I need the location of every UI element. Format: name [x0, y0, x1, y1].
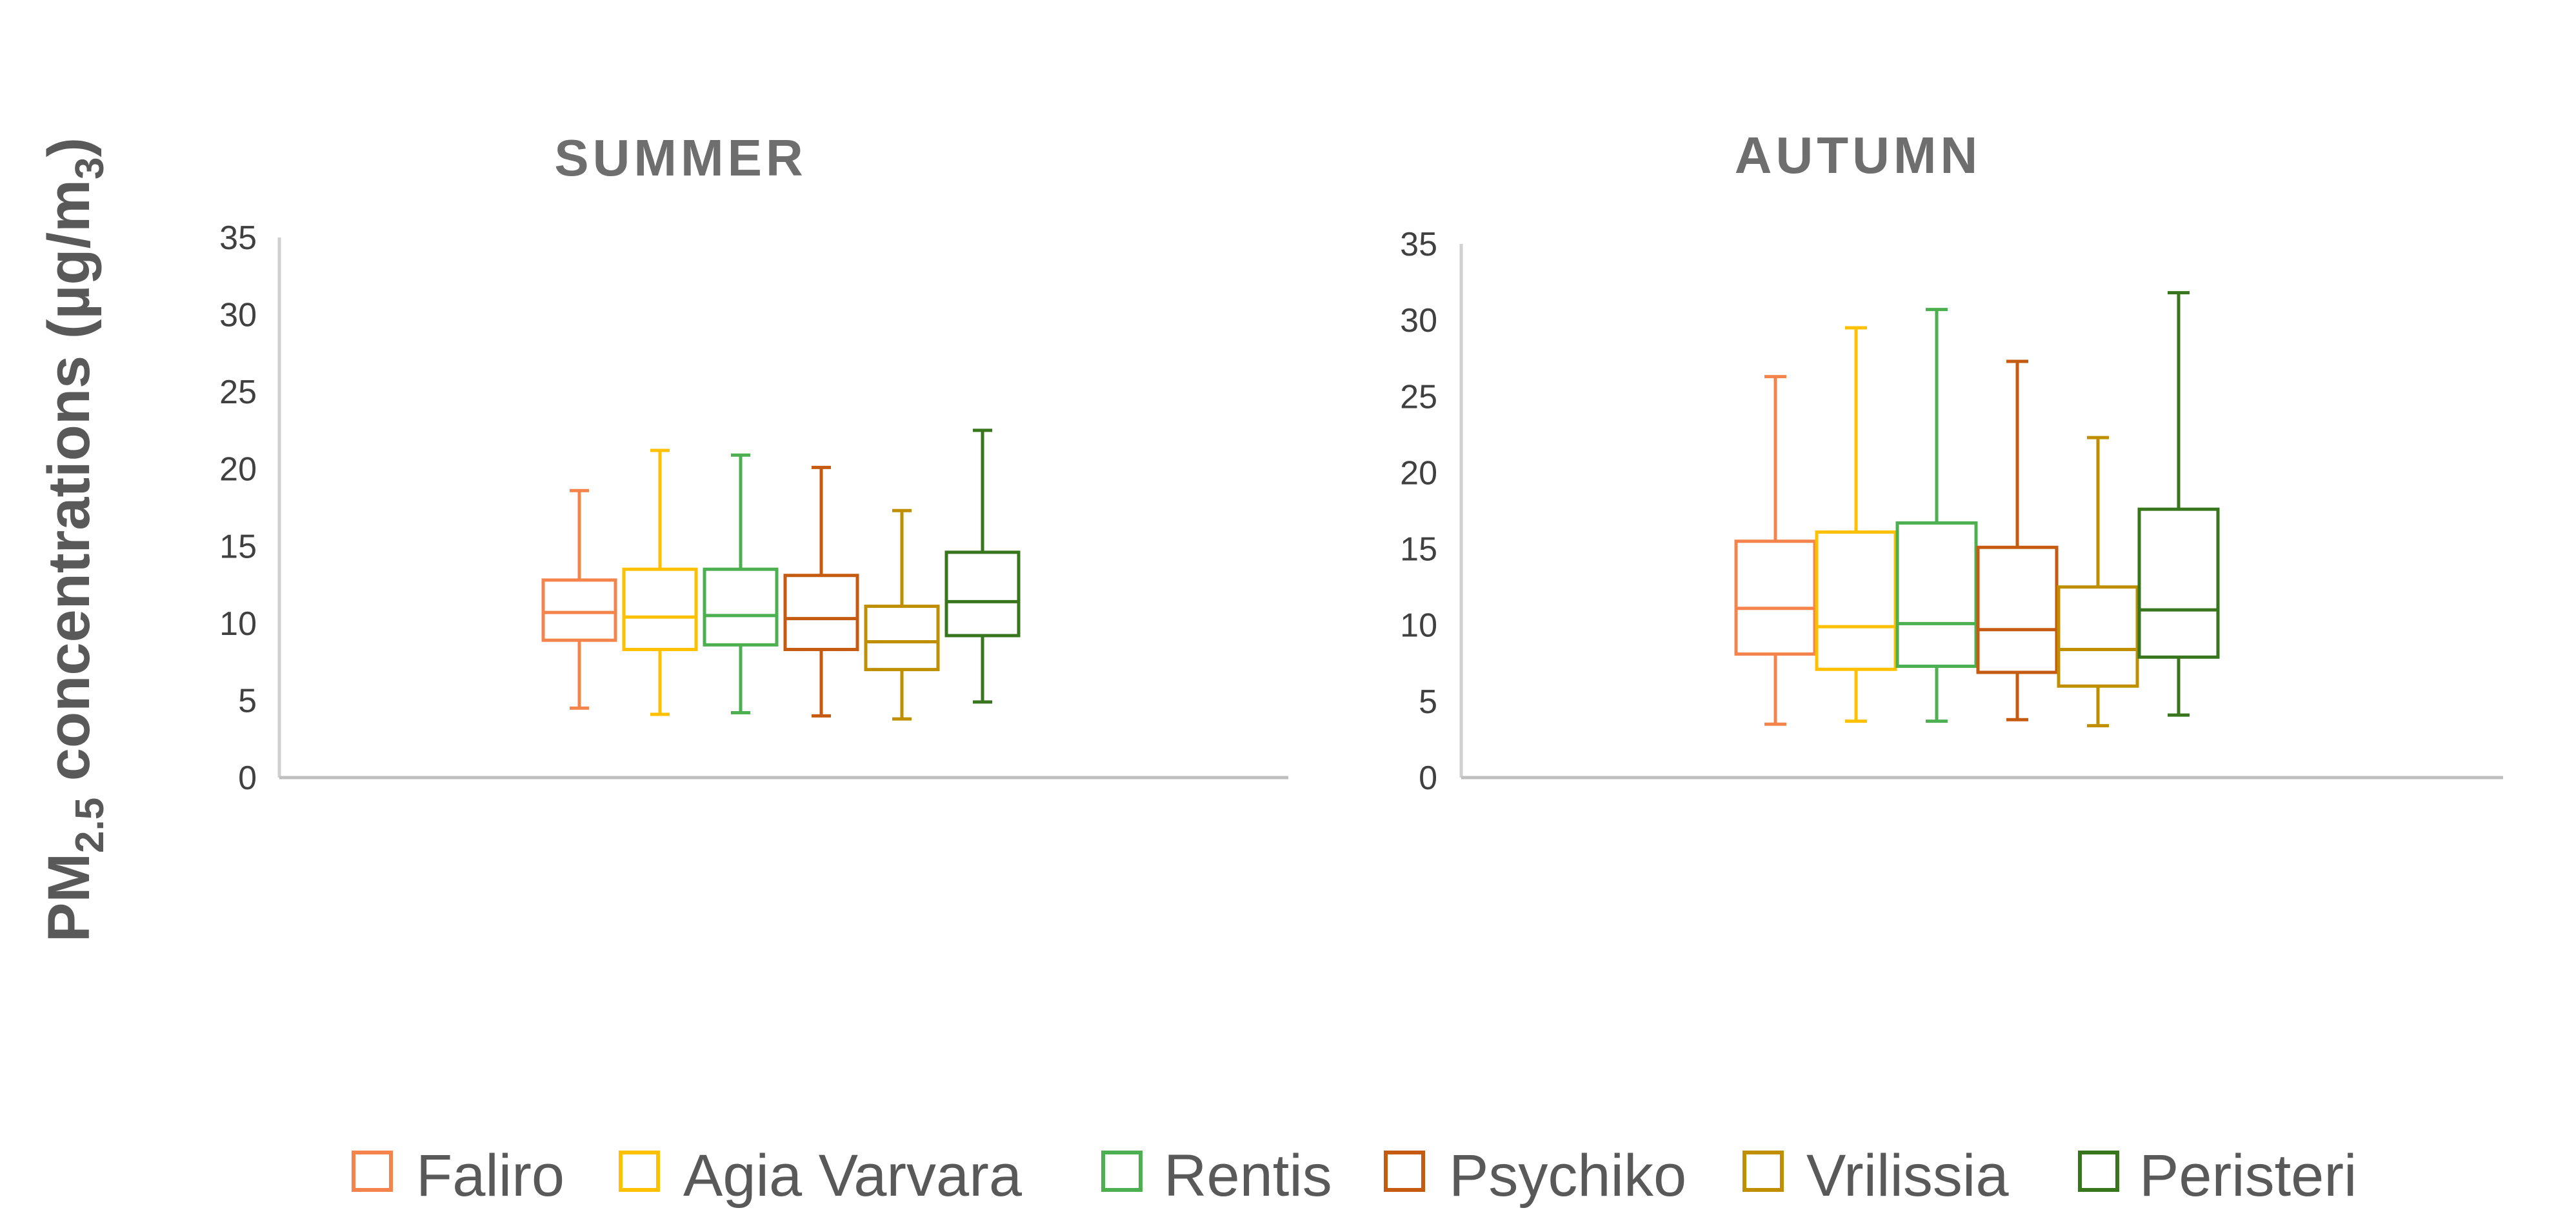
y-tick-label-summer: 10 — [219, 605, 257, 643]
y-tick-label-autumn: 35 — [1400, 226, 1437, 263]
boxes-autumn — [1734, 291, 2220, 728]
y-tick-label-summer: 25 — [219, 374, 257, 411]
box-vrilissia-summer — [864, 508, 940, 721]
y-tick-label-autumn: 5 — [1419, 683, 1437, 721]
y-tick-label-summer: 35 — [219, 219, 257, 257]
panel-title-summer: SUMMER — [554, 129, 807, 186]
box-agia-varvara-autumn — [1815, 326, 1897, 723]
panel-autumn: AUTUMN 0 5 10 15 20 25 30 35 — [1400, 126, 2503, 797]
legend-label-faliro: Faliro — [416, 1143, 564, 1209]
box-iqr — [1815, 530, 1897, 671]
legend-item-psychiko: Psychiko — [1384, 1143, 1686, 1209]
box-peristeri-summer — [944, 428, 1021, 704]
y-axis-title-middle: concentrations (µg/m — [36, 179, 102, 798]
y-axis-title-prefix: PM — [36, 853, 102, 942]
boxes-summer — [541, 428, 1021, 721]
legend-label-peristeri: Peristeri — [2139, 1143, 2357, 1209]
y-tick-label-autumn: 25 — [1400, 378, 1437, 416]
y-ticks-summer: 0 5 10 15 20 25 30 35 — [219, 219, 257, 797]
legend-item-rentis: Rentis — [1101, 1143, 1332, 1209]
box-vrilissia-autumn — [2057, 436, 2139, 728]
y-tick-label-autumn: 30 — [1400, 302, 1437, 339]
box-iqr — [944, 550, 1021, 638]
legend-label-rentis: Rentis — [1164, 1143, 1332, 1209]
y-axis-title-suffix: ) — [36, 137, 102, 157]
box-peristeri-autumn — [2137, 291, 2220, 717]
box-agia-varvara-summer — [622, 448, 698, 716]
legend-item-agia-varvara: Agia Varvara — [619, 1143, 1023, 1209]
legend-swatch-peristeri — [2078, 1151, 2119, 1192]
box-iqr — [1976, 545, 2059, 674]
box-faliro-summer — [541, 488, 617, 710]
y-ticks-autumn: 0 5 10 15 20 25 30 35 — [1400, 226, 1437, 797]
box-rentis-autumn — [1895, 308, 1978, 723]
legend-swatch-agia-varvara — [619, 1151, 660, 1192]
box-iqr — [783, 574, 859, 652]
legend-label-agia-varvara: Agia Varvara — [683, 1143, 1023, 1209]
box-psychiko-summer — [783, 465, 859, 718]
legend-item-faliro: Faliro — [352, 1143, 564, 1209]
box-iqr — [541, 578, 617, 642]
y-tick-label-summer: 30 — [219, 297, 257, 334]
y-axis-title-subscript: 2.5 — [68, 798, 112, 853]
y-tick-label-summer: 5 — [238, 682, 257, 720]
box-faliro-autumn — [1734, 375, 1817, 726]
y-tick-label-autumn: 20 — [1400, 454, 1437, 492]
legend-item-vrilissia: Vrilissia — [1742, 1143, 2009, 1209]
y-tick-label-autumn: 10 — [1400, 607, 1437, 645]
y-tick-label-summer: 15 — [219, 528, 257, 565]
legend-swatch-faliro — [352, 1151, 393, 1192]
y-tick-label-summer: 0 — [238, 760, 257, 797]
y-tick-label-autumn: 0 — [1419, 760, 1437, 797]
y-tick-label-autumn: 15 — [1400, 531, 1437, 569]
box-rentis-summer — [703, 453, 779, 715]
box-psychiko-autumn — [1976, 359, 2059, 721]
y-axis-title-unit-subscript: 3 — [68, 157, 112, 179]
legend-swatch-psychiko — [1384, 1151, 1425, 1192]
panel-title-autumn: AUTUMN — [1735, 126, 1982, 184]
legend-item-peristeri: Peristeri — [2078, 1143, 2357, 1209]
legend-swatch-vrilissia — [1742, 1151, 1784, 1192]
y-axis-title: PM2.5 concentrations (µg/m3) — [36, 137, 112, 942]
box-iqr — [703, 567, 779, 647]
box-iqr — [864, 605, 940, 672]
legend-label-vrilissia: Vrilissia — [1806, 1143, 2009, 1209]
legend-swatch-rentis — [1101, 1151, 1143, 1192]
panel-summer: SUMMER 0 5 10 15 20 25 30 35 — [219, 129, 1288, 797]
y-tick-label-summer: 20 — [219, 451, 257, 488]
legend: Faliro Agia Varvara Rentis Psychiko Vril… — [352, 1143, 2357, 1209]
box-iqr — [2057, 585, 2139, 688]
box-iqr — [1734, 539, 1817, 656]
legend-label-psychiko: Psychiko — [1449, 1143, 1686, 1209]
box-iqr — [1895, 521, 1978, 669]
box-iqr — [2137, 507, 2220, 659]
box-iqr — [622, 567, 698, 652]
